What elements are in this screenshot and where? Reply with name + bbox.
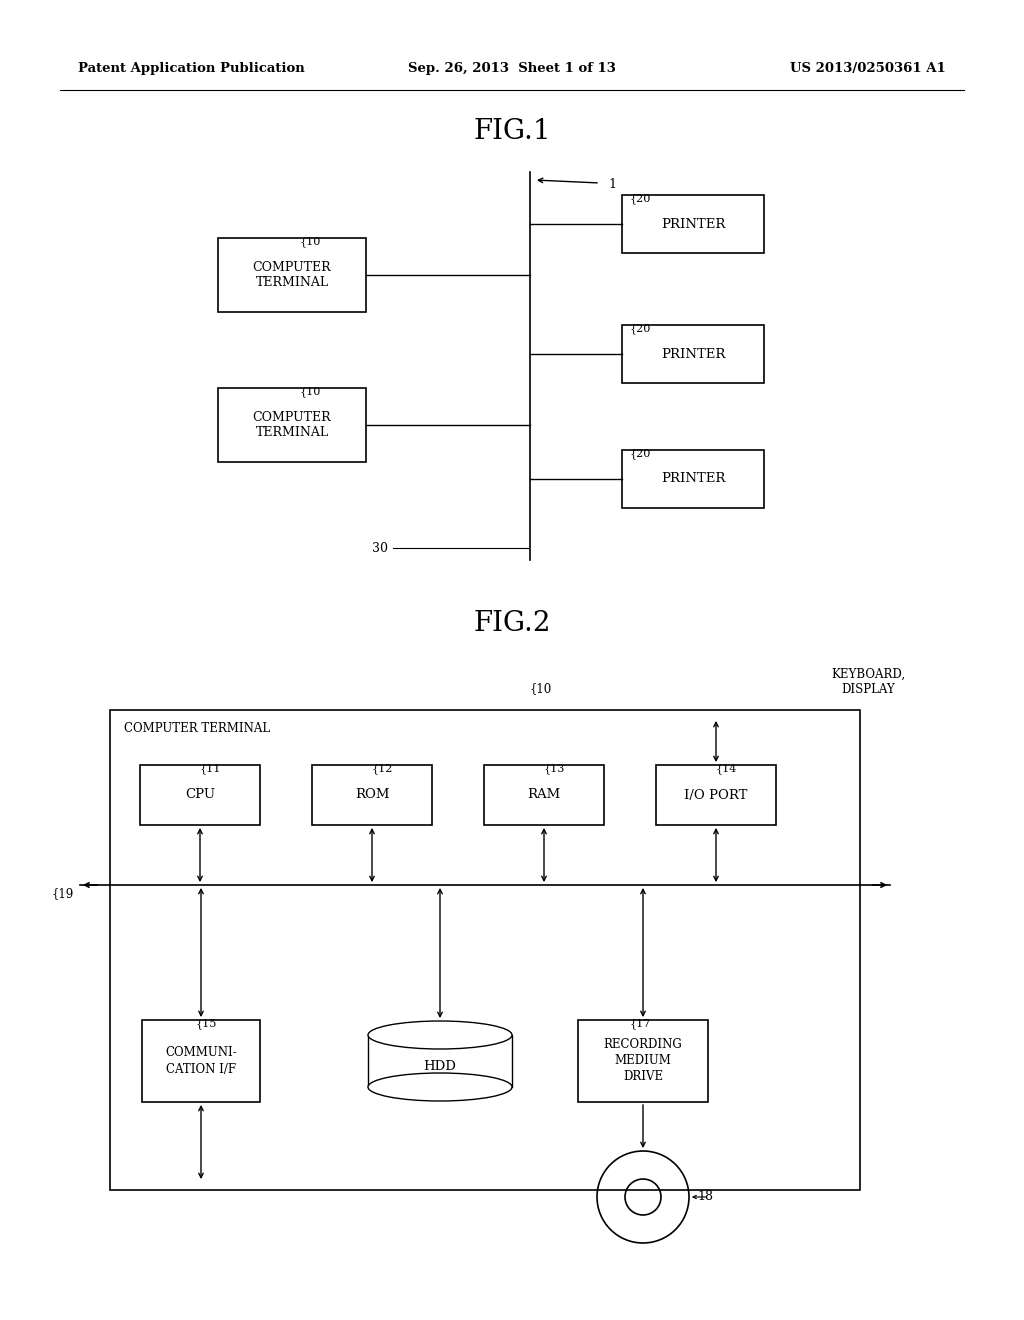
Bar bbox=[312, 766, 432, 825]
Text: KEYBOARD,
DISPLAY: KEYBOARD, DISPLAY bbox=[830, 668, 905, 696]
Bar bbox=[140, 766, 260, 825]
Text: US 2013/0250361 A1: US 2013/0250361 A1 bbox=[791, 62, 946, 75]
Text: Sep. 26, 2013  Sheet 1 of 13: Sep. 26, 2013 Sheet 1 of 13 bbox=[408, 62, 616, 75]
Text: PRINTER: PRINTER bbox=[660, 473, 725, 486]
Text: HDD: HDD bbox=[424, 1060, 457, 1073]
Text: {16: {16 bbox=[455, 1034, 476, 1044]
Bar bbox=[656, 766, 776, 825]
Text: PRINTER: PRINTER bbox=[660, 218, 725, 231]
Text: COMPUTER
TERMINAL: COMPUTER TERMINAL bbox=[253, 261, 332, 289]
Bar bbox=[622, 450, 764, 508]
Ellipse shape bbox=[368, 1020, 512, 1049]
Text: Patent Application Publication: Patent Application Publication bbox=[78, 62, 305, 75]
Text: CPU: CPU bbox=[185, 788, 215, 801]
Text: {20: {20 bbox=[629, 323, 650, 334]
Bar bbox=[110, 710, 860, 1191]
Text: RECORDING
MEDIUM
DRIVE: RECORDING MEDIUM DRIVE bbox=[603, 1039, 682, 1084]
Bar bbox=[484, 766, 604, 825]
Text: {10: {10 bbox=[530, 682, 552, 696]
Bar bbox=[218, 238, 366, 312]
Text: COMPUTER TERMINAL: COMPUTER TERMINAL bbox=[124, 722, 270, 735]
Bar bbox=[578, 1020, 708, 1102]
Text: ROM: ROM bbox=[354, 788, 389, 801]
Text: FIG.1: FIG.1 bbox=[473, 117, 551, 145]
Text: {19: {19 bbox=[52, 887, 75, 900]
Text: RAM: RAM bbox=[527, 788, 560, 801]
Text: COMMUNI-
CATION I/F: COMMUNI- CATION I/F bbox=[165, 1047, 237, 1076]
Text: {20: {20 bbox=[629, 447, 650, 459]
Text: {12: {12 bbox=[372, 763, 393, 774]
Bar bbox=[368, 1035, 512, 1086]
Text: {20: {20 bbox=[629, 193, 650, 203]
Text: {11: {11 bbox=[200, 763, 221, 774]
Text: FIG.2: FIG.2 bbox=[473, 610, 551, 638]
Bar bbox=[142, 1020, 260, 1102]
Ellipse shape bbox=[368, 1073, 512, 1101]
Bar bbox=[622, 325, 764, 383]
Text: {10: {10 bbox=[299, 236, 321, 247]
Text: PRINTER: PRINTER bbox=[660, 347, 725, 360]
Text: 1: 1 bbox=[608, 178, 616, 191]
Text: {17: {17 bbox=[630, 1018, 651, 1028]
Bar bbox=[622, 195, 764, 253]
Text: {15: {15 bbox=[196, 1018, 216, 1028]
Text: {10: {10 bbox=[299, 385, 321, 397]
Text: COMPUTER
TERMINAL: COMPUTER TERMINAL bbox=[253, 411, 332, 440]
Text: 18: 18 bbox=[697, 1191, 713, 1204]
Text: {13: {13 bbox=[544, 763, 565, 774]
Bar bbox=[218, 388, 366, 462]
Text: {14: {14 bbox=[716, 763, 737, 774]
Text: 30: 30 bbox=[372, 541, 388, 554]
Text: I/O PORT: I/O PORT bbox=[684, 788, 748, 801]
